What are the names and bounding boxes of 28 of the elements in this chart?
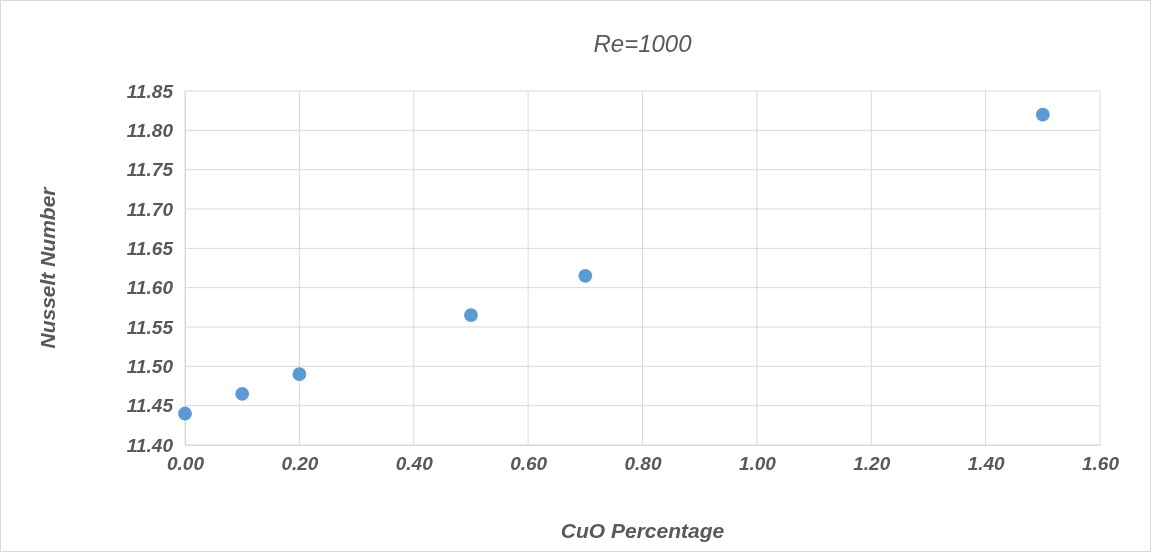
y-tick-label: 11.75 (126, 159, 174, 181)
y-tick-label: 11.60 (126, 277, 174, 299)
y-tick-label: 11.50 (126, 355, 174, 377)
point (235, 386, 250, 401)
y-tick-label: 11.45 (126, 395, 174, 417)
x-tick-label: 1.40 (967, 453, 1006, 475)
x-tick-label: 0.20 (281, 453, 319, 475)
y-tick-label: 11.55 (126, 316, 174, 338)
y-tick-label: 11.65 (126, 237, 174, 259)
point (578, 268, 593, 283)
x-tick-label: 0.60 (510, 453, 548, 475)
x-tick-label: 0.40 (395, 453, 434, 475)
y-tick-label: 11.80 (126, 119, 174, 141)
x-tick-label: 0.00 (167, 453, 205, 475)
point (292, 367, 307, 382)
y-tick-label: 11.85 (126, 80, 174, 102)
y-tick-label: 11.40 (126, 434, 174, 456)
x-tick-label: 1.20 (853, 453, 891, 475)
point (1035, 107, 1050, 122)
x-tick-label: 1.00 (738, 453, 777, 475)
point (178, 406, 192, 421)
point (464, 308, 478, 323)
x-axis-title: CuO Percentage (560, 519, 725, 542)
y-tick-label: 11.70 (126, 198, 174, 220)
y-axis-title: Nusselt Number (36, 185, 59, 349)
chart-title: Re=1000 (593, 30, 693, 57)
x-tick-label: 0.80 (624, 453, 662, 475)
x-tick-label: 1.60 (1082, 453, 1120, 475)
